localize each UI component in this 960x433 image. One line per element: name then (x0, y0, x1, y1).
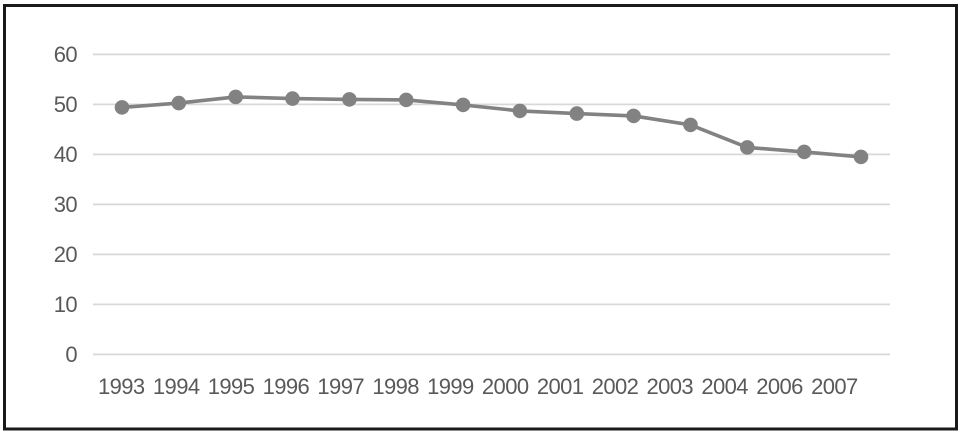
svg-text:1999: 1999 (427, 374, 474, 399)
svg-text:1997: 1997 (317, 374, 364, 399)
svg-text:1993: 1993 (98, 374, 145, 399)
svg-text:2006: 2006 (756, 374, 803, 399)
svg-text:0: 0 (65, 342, 77, 367)
svg-text:20: 20 (54, 242, 78, 267)
svg-text:1994: 1994 (153, 374, 200, 399)
svg-text:1996: 1996 (263, 374, 310, 399)
svg-text:2002: 2002 (592, 374, 639, 399)
svg-text:2000: 2000 (482, 374, 529, 399)
svg-text:2004: 2004 (701, 374, 748, 399)
svg-text:1998: 1998 (372, 374, 419, 399)
svg-text:2007: 2007 (811, 374, 858, 399)
svg-text:2001: 2001 (537, 374, 584, 399)
svg-text:50: 50 (54, 92, 78, 117)
svg-text:40: 40 (54, 142, 78, 167)
svg-text:1995: 1995 (208, 374, 255, 399)
svg-text:30: 30 (54, 192, 78, 217)
svg-text:60: 60 (54, 42, 78, 67)
svg-text:2003: 2003 (647, 374, 694, 399)
svg-text:10: 10 (54, 292, 78, 317)
